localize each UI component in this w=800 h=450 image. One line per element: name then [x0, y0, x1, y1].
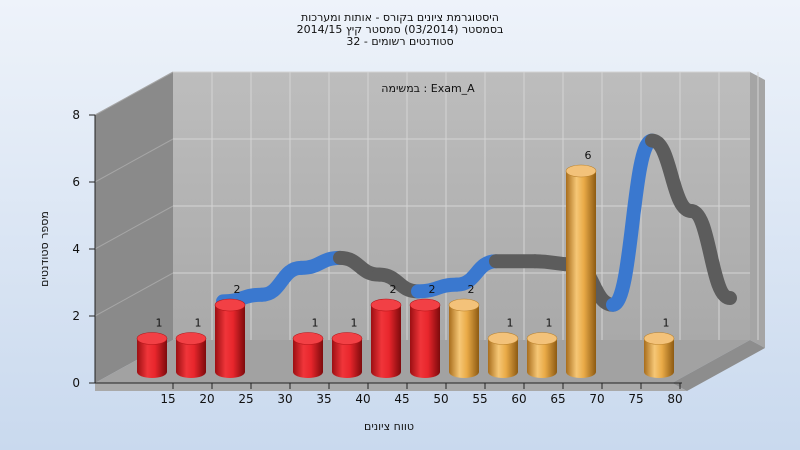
bar-70: [565, 164, 597, 378]
y-axis-label: מספר סטודנטים: [38, 211, 51, 287]
bar-cap: [214, 298, 246, 312]
bar-cap: [487, 332, 519, 345]
x-tick-label: 15: [160, 392, 175, 406]
bar-cap: [175, 332, 207, 345]
bar-body: [332, 338, 362, 378]
gridline-side: [94, 138, 174, 183]
trend-curve: [216, 133, 737, 312]
x-tick-label: 50: [433, 392, 448, 406]
curve-segment: [684, 203, 737, 306]
bar-15: [136, 332, 168, 378]
floor-edge: [672, 340, 765, 391]
bar-value-label: 2: [234, 283, 241, 296]
y-tick-label: 6: [72, 175, 80, 189]
x-tick-label: 20: [199, 392, 214, 406]
floor-front: [95, 383, 687, 391]
y-tick-label: 2: [72, 309, 80, 323]
bar-body: [488, 338, 518, 378]
bar-60: [487, 332, 519, 378]
x-axis-label: טווח ציונים: [364, 420, 414, 433]
bar-20: [175, 332, 207, 378]
gridline-side: [94, 205, 174, 250]
x-tick-label: 80: [667, 392, 682, 406]
x-tick-label: 45: [394, 392, 409, 406]
bar-value-label: 1: [663, 317, 670, 330]
bar-body: [566, 171, 596, 378]
bar-value-label: 6: [585, 149, 592, 162]
bar-cap: [331, 332, 363, 345]
x-tick-label: 35: [316, 392, 331, 406]
curve-segment: [606, 133, 659, 312]
x-tick-label: 25: [238, 392, 253, 406]
chart-title-line-1: היסטוגרמת ציונים בקורס - אותות ומערכות: [301, 11, 499, 24]
bar-value-label: 1: [546, 317, 553, 330]
x-tick-label: 75: [628, 392, 643, 406]
bar-body: [644, 338, 674, 378]
y-tick-label: 4: [72, 242, 80, 256]
bar-35: [292, 332, 324, 378]
bar-cap: [409, 298, 441, 312]
bar-65: [526, 332, 558, 378]
bar-value-label: 2: [468, 283, 475, 296]
bar-cap: [643, 332, 675, 345]
bar-body: [137, 338, 167, 378]
bar-50: [409, 298, 441, 378]
bar-cap: [448, 298, 480, 312]
x-tick-label: 65: [550, 392, 565, 406]
bar-body: [371, 305, 401, 378]
bar-body: [215, 305, 245, 378]
bar-cap: [136, 332, 168, 345]
bar-body: [527, 338, 557, 378]
bar-value-label: 1: [507, 317, 514, 330]
bar-body: [449, 305, 479, 378]
x-tick-label: 60: [511, 392, 526, 406]
bar-cap: [370, 298, 402, 312]
bar-value-label: 1: [156, 317, 163, 330]
bar-value-label: 1: [195, 317, 202, 330]
y-axis-ticks: 0 2 4 6 8: [72, 108, 95, 390]
x-tick-label: 55: [472, 392, 487, 406]
bar-body: [176, 338, 206, 378]
x-tick-label: 40: [355, 392, 370, 406]
bar-45: [370, 298, 402, 378]
chart-title-line-3: סטודנטים רשומים - 32: [346, 35, 453, 48]
bar-cap: [292, 332, 324, 345]
bar-cap: [565, 164, 597, 178]
y-tick-label: 0: [72, 376, 80, 390]
x-axis-ticks: 15 20 25 30 35 40 45 50 55 60 65 70 75 80: [160, 383, 683, 406]
x-tick-label: 70: [589, 392, 604, 406]
bar-value-label: 2: [429, 283, 436, 296]
gridline-side: [94, 71, 174, 116]
bar-body: [293, 338, 323, 378]
bar-body: [410, 305, 440, 378]
bar-25: [214, 298, 246, 378]
bars-layer: [136, 164, 675, 378]
bar-40: [331, 332, 363, 378]
y-tick-label: 8: [72, 108, 80, 122]
bar-80: [643, 332, 675, 378]
bar-cap: [526, 332, 558, 345]
x-tick-label: 30: [277, 392, 292, 406]
bar-value-label: 1: [351, 317, 358, 330]
chart-subtitle: Exam_A : במשימה: [381, 82, 475, 95]
bar-value-label: 2: [390, 283, 397, 296]
chart-title-line-2: בסמסטר (03/2014) סמסטר קיץ 2014/15: [297, 23, 504, 36]
bar-55: [448, 298, 480, 378]
bar-value-label: 1: [312, 317, 319, 330]
bar-labels-layer: 1 121 12 2 21 161: [156, 149, 670, 330]
gridline-side: [94, 272, 174, 317]
